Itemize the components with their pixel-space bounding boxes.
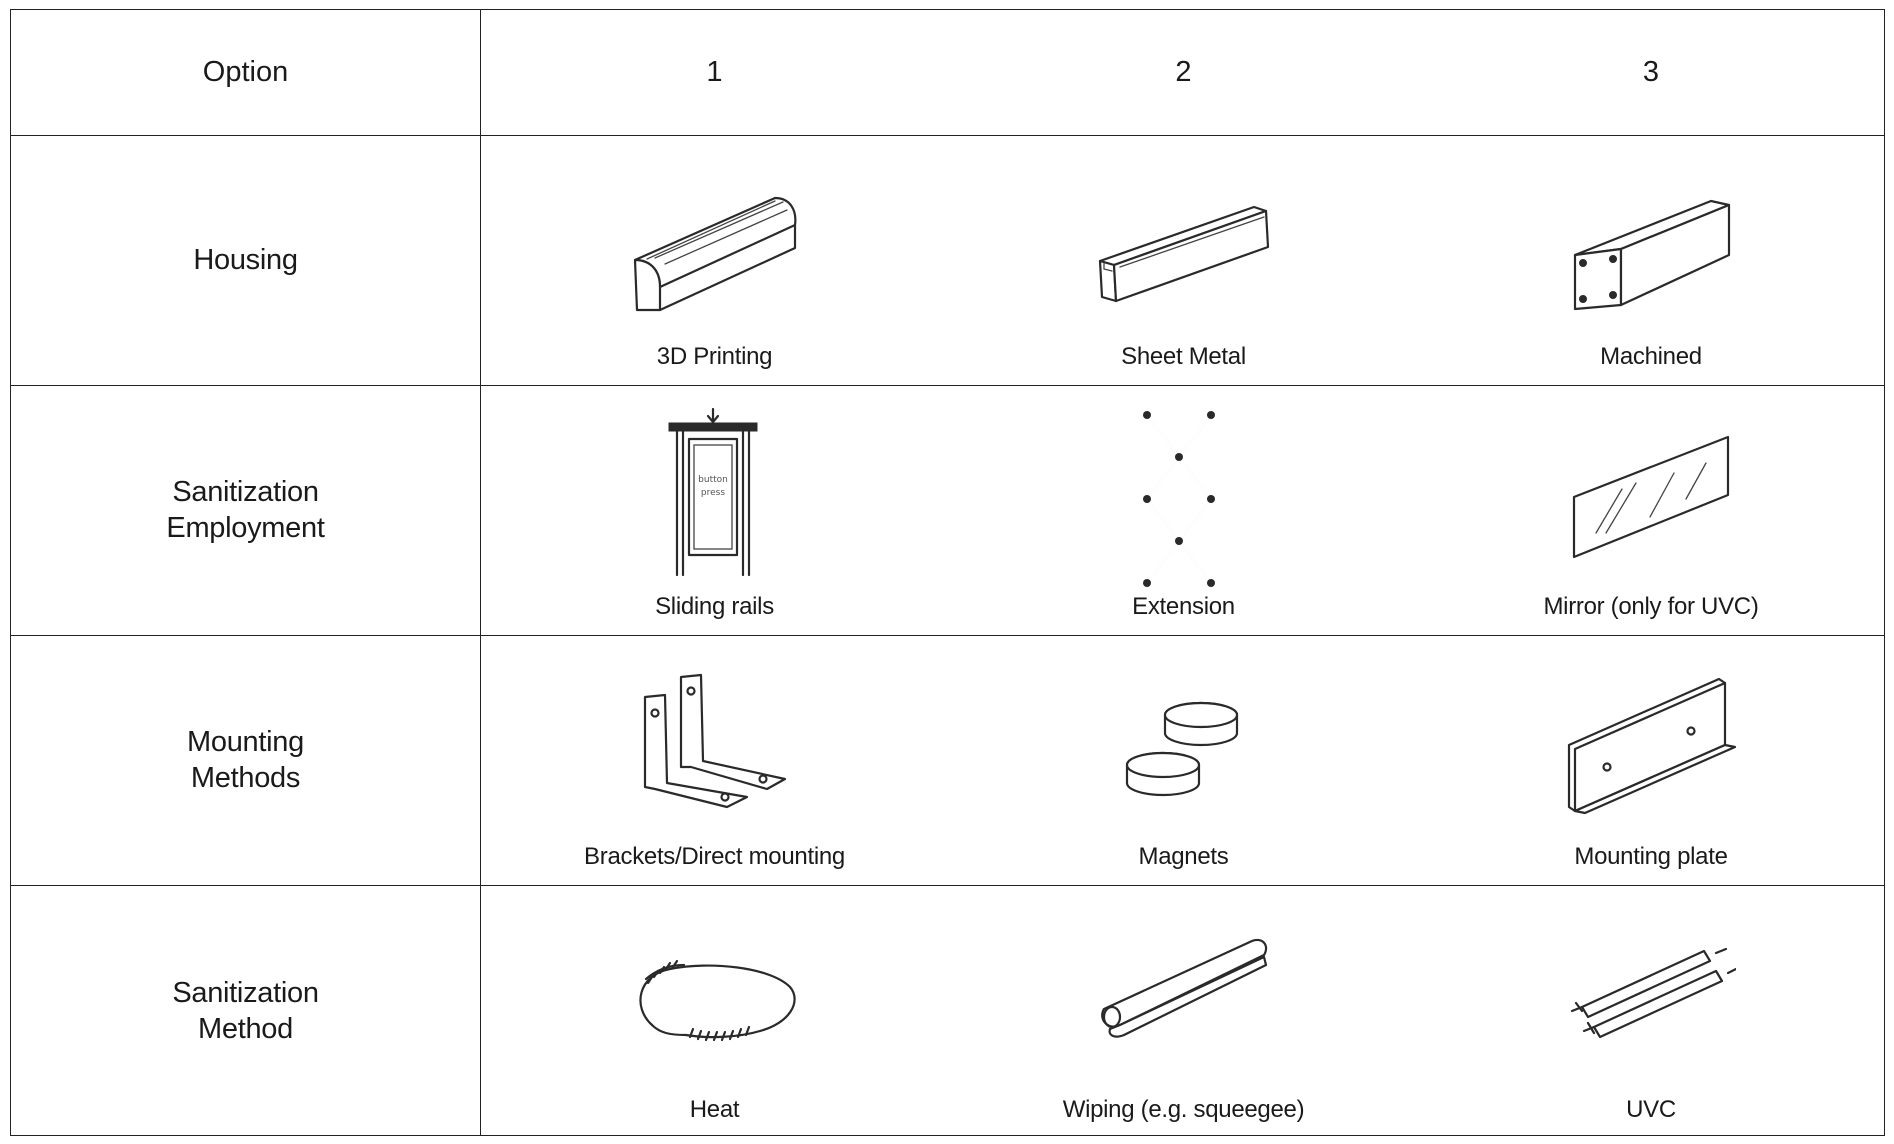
option-cell-sliding-rails: button press Sliding rails <box>480 385 949 635</box>
machined-box-housing-icon <box>1573 199 1731 311</box>
heating-coil-icon <box>638 959 796 1042</box>
corner-header-option: Option <box>202 56 289 88</box>
option-caption: Wiping (e.g. squeegee) <box>1062 1096 1305 1123</box>
option-caption: Magnets <box>1138 843 1229 870</box>
option-caption: Extension <box>1132 593 1235 620</box>
option-cell-wiping: Wiping (e.g. squeegee) <box>949 885 1418 1137</box>
option-caption: 3D Printing <box>656 343 773 370</box>
option-cell-extension: Extension <box>949 385 1418 635</box>
option-cell-mirror: Mirror (only for UVC) <box>1418 385 1884 635</box>
option-cell-mounting-plate: Mounting plate <box>1418 635 1884 885</box>
row-header-sanitization-employment: Sanitization Employment <box>11 385 480 635</box>
sliding-rails-icon: button press <box>668 407 757 577</box>
sketch-text: button <box>698 475 728 485</box>
uvc-tubes-icon <box>1570 947 1736 1039</box>
option-caption: Heat <box>689 1096 740 1123</box>
sheet-metal-housing-icon <box>1098 205 1269 303</box>
row-header-line: Employment <box>166 512 325 544</box>
row-header-line: Sanitization <box>172 476 319 508</box>
column-header-3: 3 <box>1642 56 1660 88</box>
column-header-2: 2 <box>1175 56 1192 88</box>
row-divider <box>11 385 1884 386</box>
option-caption: Mounting plate <box>1574 843 1728 870</box>
option-cell-uvc: UVC <box>1418 885 1884 1137</box>
magnets-icon <box>1125 701 1238 797</box>
row-header-mounting-methods: Mounting Methods <box>11 635 480 885</box>
option-cell-sheet-metal: Sheet Metal <box>949 135 1418 385</box>
option-cell-heat: Heat <box>480 885 949 1137</box>
column-divider <box>480 10 481 1135</box>
rounded-prism-housing-icon <box>633 196 796 312</box>
option-caption: Sliding rails <box>655 593 774 620</box>
row-header-housing: Housing <box>11 135 480 385</box>
mounting-plate-icon <box>1567 677 1737 815</box>
row-header-line: Methods <box>190 762 301 794</box>
option-caption: Brackets/Direct mounting <box>584 843 845 870</box>
option-cell-machined: Machined <box>1418 135 1884 385</box>
option-cell-magnets: Magnets <box>949 635 1418 885</box>
options-matrix-table: Option 1 2 3 Housing Sanitization Employ… <box>10 9 1885 1136</box>
option-cell-brackets: Brackets/Direct mounting <box>480 635 949 885</box>
mirror-icon <box>1572 435 1730 559</box>
row-header-sanitization-method: Sanitization Method <box>11 885 480 1137</box>
column-header-1: 1 <box>706 56 723 88</box>
option-caption: Sheet Metal <box>1121 343 1246 370</box>
row-header-line: Mounting <box>187 726 304 758</box>
option-cell-3d-printing: 3D Printing <box>480 135 949 385</box>
sketch-text: press <box>700 488 724 498</box>
l-brackets-icon <box>643 673 786 809</box>
scissor-extension-icon <box>1142 411 1215 587</box>
row-header-line: Sanitization <box>172 977 319 1009</box>
row-divider <box>11 635 1884 636</box>
option-caption: UVC <box>1626 1096 1676 1123</box>
row-header-line: Housing <box>193 244 298 276</box>
row-divider <box>11 885 1884 886</box>
squeegee-icon <box>1100 938 1267 1038</box>
row-header-line: Method <box>198 1013 293 1045</box>
option-caption: Mirror (only for UVC) <box>1543 593 1759 620</box>
option-caption: Machined <box>1600 343 1702 370</box>
row-divider <box>11 135 1884 136</box>
